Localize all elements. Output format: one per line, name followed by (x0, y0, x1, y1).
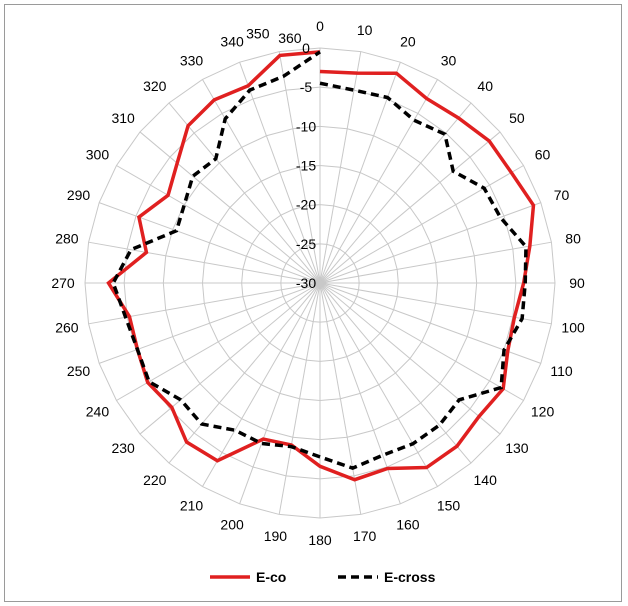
angle-label: 50 (509, 110, 525, 126)
angle-label: 150 (437, 498, 461, 514)
grid-spoke (319, 282, 438, 487)
grid-spoke (116, 165, 321, 284)
grid-spoke (319, 165, 524, 284)
angle-label: 290 (67, 187, 91, 203)
grid-spoke (278, 282, 321, 515)
angle-label: 140 (474, 472, 498, 488)
angle-label: 120 (531, 404, 555, 420)
angle-label: 270 (51, 275, 75, 291)
angle-label: 190 (264, 528, 288, 544)
grid-spoke (319, 282, 524, 401)
angle-label: 100 (561, 320, 585, 336)
legend-label: E-co (256, 569, 286, 585)
angle-label: 260 (55, 320, 79, 336)
angle-label: 230 (111, 440, 135, 456)
grid-spoke (319, 131, 501, 284)
grid-spoke (319, 241, 552, 284)
grid-spoke (88, 241, 321, 284)
grid-spoke (139, 282, 321, 435)
angle-label: 180 (308, 532, 332, 548)
angle-label: 90 (569, 275, 585, 291)
angle-label: 30 (441, 52, 457, 68)
angle-label: 330 (180, 52, 204, 68)
legend-label: E-cross (384, 569, 436, 585)
grid-spoke (139, 131, 321, 284)
angle-label: 200 (220, 517, 244, 533)
radial-tick-label: -20 (296, 197, 316, 213)
angle-label: 60 (535, 147, 551, 163)
series-line-e-cross (111, 50, 528, 471)
angle-label: 350 (246, 26, 270, 42)
grid-spoke (278, 51, 321, 284)
angle-label: 360 (278, 30, 302, 46)
series-layer (106, 50, 536, 482)
angle-label: 300 (86, 147, 110, 163)
angle-label: 160 (396, 517, 420, 533)
angle-label: 240 (86, 404, 110, 420)
radial-tick-label: 0 (302, 40, 310, 56)
angle-labels: 0 10 20 30 40 50 60 70 80 90 100 110 120 130 140 150 160… (51, 18, 585, 548)
angle-label: 10 (357, 22, 373, 38)
grid-spoke (319, 51, 362, 284)
angle-label: 310 (111, 110, 135, 126)
grid-spoke (116, 282, 321, 401)
angle-label: 280 (55, 230, 79, 246)
grid-spoke (319, 282, 362, 515)
grid-spoke (319, 79, 438, 284)
grid-spoke (319, 202, 541, 284)
radial-tick-label: -25 (296, 236, 316, 252)
radial-tick-label: -10 (296, 118, 316, 134)
angle-label: 80 (565, 230, 581, 246)
angle-label: 220 (143, 472, 167, 488)
angle-label: 110 (550, 363, 573, 379)
angle-label: 250 (67, 363, 91, 379)
angle-label: 170 (353, 528, 377, 544)
grid-spoke (239, 62, 321, 284)
radial-tick-label: -15 (296, 158, 316, 174)
angle-label: 320 (143, 78, 167, 94)
grid (84, 47, 556, 519)
angle-label: 340 (220, 33, 244, 49)
angle-label: 20 (400, 33, 416, 49)
angle-label: 210 (180, 498, 204, 514)
grid-spoke (202, 79, 321, 284)
grid-spoke (168, 282, 321, 464)
chart-frame: 0 -5 -10 -15 -20 -25 -30 0 10 20 30 40 50 60 70 80 90 10… (4, 4, 622, 602)
legend: E-co E-cross (210, 569, 436, 585)
grid-spoke (239, 282, 321, 504)
grid-spoke (319, 282, 501, 435)
series-line-e-co (106, 50, 536, 482)
grid-spoke (202, 282, 321, 487)
angle-label: 40 (477, 78, 493, 94)
angle-label: 70 (554, 187, 570, 203)
angle-label: 0 (316, 18, 324, 34)
radial-tick-label: -30 (296, 275, 316, 291)
grid-spoke (99, 202, 321, 284)
grid-spoke (319, 282, 472, 464)
grid-spoke (168, 102, 321, 284)
radial-tick-label: -5 (300, 79, 313, 95)
radar-chart: 0 -5 -10 -15 -20 -25 -30 0 10 20 30 40 50 60 70 80 90 10… (51, 18, 585, 585)
angle-label: 130 (505, 440, 529, 456)
radial-tick-labels: 0 -5 -10 -15 -20 -25 -30 (296, 40, 316, 291)
